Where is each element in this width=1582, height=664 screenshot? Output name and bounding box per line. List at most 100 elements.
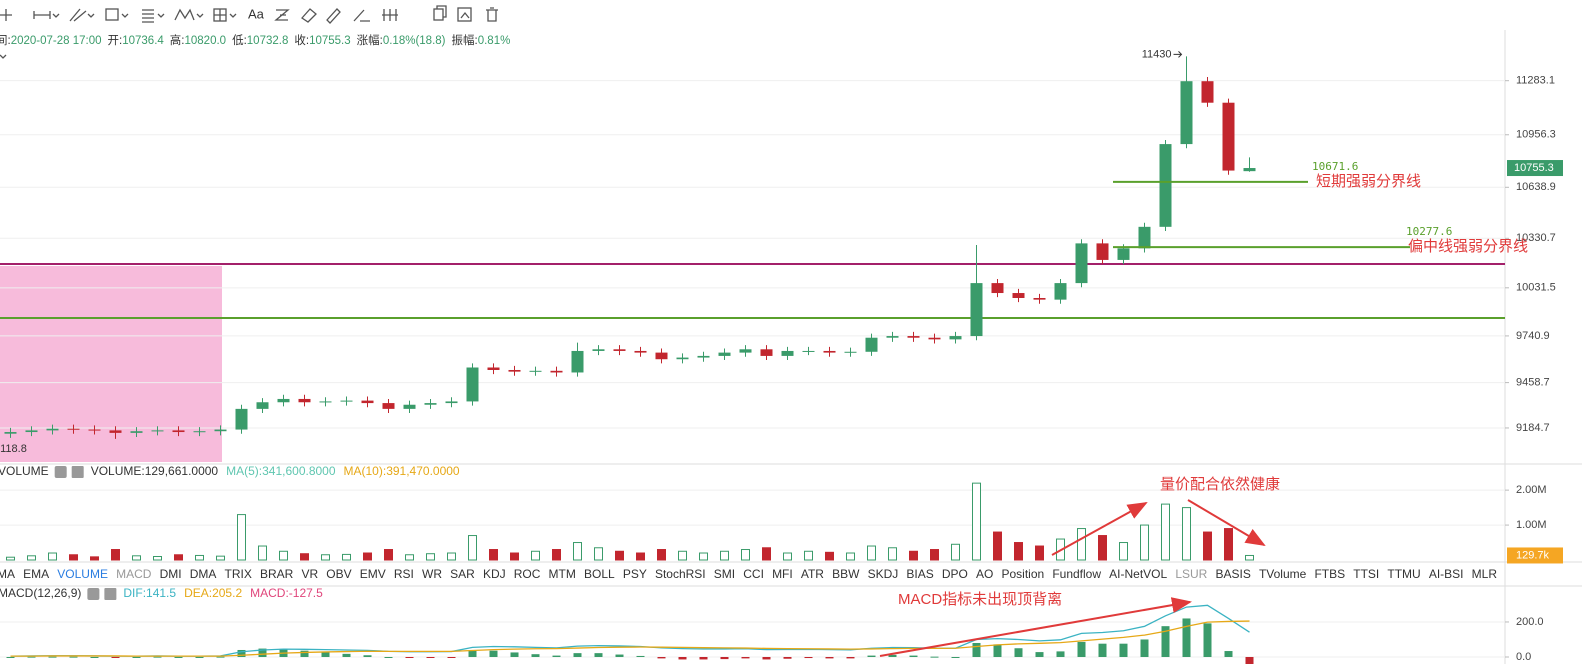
candle-body <box>613 349 626 351</box>
rectangle-tool[interactable] <box>105 8 129 21</box>
candle-body <box>550 370 563 373</box>
indicator-tab[interactable]: BRAR <box>260 567 294 581</box>
candle-body <box>529 370 542 372</box>
indicator-tab[interactable]: LSUR <box>1175 567 1207 581</box>
indicator-tab[interactable]: SMI <box>714 567 735 581</box>
indicator-tab[interactable]: TTSI <box>1353 567 1379 581</box>
indicator-tab[interactable]: TRIX <box>224 567 251 581</box>
candle-body <box>487 367 500 370</box>
settings-icon[interactable] <box>54 466 67 478</box>
indicator-tab[interactable]: MA <box>0 567 15 581</box>
indicator-tab[interactable]: MLR <box>1472 567 1498 581</box>
candle-body <box>88 429 101 431</box>
eraser-tool[interactable] <box>301 8 317 23</box>
indicator-tab[interactable]: BIAS <box>906 567 933 581</box>
volume-bar <box>594 547 603 561</box>
indicator-tab[interactable]: Fundflow <box>1052 567 1101 581</box>
candle-body <box>151 430 164 432</box>
indicator-tab[interactable]: AI-NetVOL <box>1109 567 1167 581</box>
readout: VOLUME:129,661.0000 <box>91 464 219 478</box>
indicator-tab[interactable]: MFI <box>772 567 793 581</box>
text-tool[interactable]: Aa <box>248 6 265 21</box>
volume-pane <box>0 482 1505 561</box>
y-tick-label: 1.00M <box>1516 519 1547 531</box>
horizontal-line-tool[interactable] <box>33 11 60 19</box>
settings-icon[interactable] <box>87 588 100 600</box>
grid-tool[interactable] <box>213 8 237 22</box>
indicator-tab[interactable]: TVolume <box>1259 567 1307 581</box>
indicator-tab[interactable]: MTM <box>549 567 576 581</box>
brush-tool[interactable] <box>353 9 370 22</box>
indicator-tab[interactable]: StochRSI <box>655 567 706 581</box>
readout: MA(5):341,600.8000 <box>226 464 336 478</box>
indicator-tab[interactable]: RSI <box>394 567 414 581</box>
price-pane <box>0 56 1505 439</box>
indicator-tab[interactable]: ROC <box>514 567 541 581</box>
macd-bar <box>384 656 393 658</box>
indicator-tab[interactable]: WR <box>422 567 442 581</box>
indicator-tab[interactable]: FTBS <box>1314 567 1345 581</box>
indicator-tab[interactable]: VOLUME <box>57 567 108 581</box>
close-icon[interactable] <box>71 466 84 478</box>
indicator-tab[interactable]: PSY <box>623 567 647 581</box>
indicator-tab[interactable]: BOLL <box>584 567 615 581</box>
macd-bar <box>552 655 561 657</box>
anchor-tool[interactable] <box>382 9 398 21</box>
crosshair-tool[interactable] <box>0 9 12 21</box>
indicator-tab[interactable]: Position <box>1002 567 1045 581</box>
volume-bar <box>993 531 1002 561</box>
delete-tool[interactable] <box>486 7 498 22</box>
pane-title: VOLUME <box>0 464 49 478</box>
indicator-tab[interactable]: KDJ <box>483 567 506 581</box>
indicator-tab[interactable]: SAR <box>450 567 475 581</box>
indicator-tab[interactable]: CCI <box>743 567 764 581</box>
volume-bar <box>636 552 645 561</box>
volume-bar <box>741 549 750 561</box>
macd-pane <box>0 604 1505 664</box>
indicator-tab[interactable]: AO <box>976 567 993 581</box>
candle-body <box>277 398 290 403</box>
wave-tool[interactable] <box>174 8 204 21</box>
indicator-tab[interactable]: ATR <box>801 567 824 581</box>
level-value: 10277.6 <box>1406 225 1452 238</box>
indicator-tab[interactable]: EMA <box>23 567 49 581</box>
indicator-tab[interactable]: BASIS <box>1215 567 1250 581</box>
copy-tool[interactable] <box>433 5 447 21</box>
volume-bar <box>573 542 582 561</box>
indicator-tab[interactable]: TTMU <box>1387 567 1420 581</box>
close-icon[interactable] <box>104 588 117 600</box>
fib-tool[interactable] <box>142 9 165 23</box>
indicator-tab[interactable]: DMI <box>160 567 182 581</box>
indicator-tab[interactable]: OBV <box>326 567 351 581</box>
ruler-tool[interactable] <box>326 8 341 24</box>
volume-bar <box>237 514 246 561</box>
pattern-tool[interactable] <box>274 9 290 21</box>
info-value: 0.81% <box>478 35 511 47</box>
collapse-caret[interactable] <box>0 54 7 59</box>
volume-bar <box>825 551 834 561</box>
indicator-tab[interactable]: VR <box>301 567 318 581</box>
macd-bar <box>1056 651 1065 657</box>
macd-bar <box>321 652 330 657</box>
candle-body <box>949 336 962 340</box>
volume-bar <box>762 547 771 561</box>
indicator-tab[interactable]: EMV <box>360 567 386 581</box>
indicator-tab[interactable]: DMA <box>190 567 217 581</box>
volume-bar <box>1098 535 1107 561</box>
candle-body <box>1201 81 1214 103</box>
candle-body <box>1243 168 1256 172</box>
volume-bar <box>1203 531 1212 561</box>
y-tick-label: 10638.9 <box>1516 181 1556 193</box>
volume-bar <box>174 554 183 561</box>
trend-line-tool[interactable] <box>69 8 95 22</box>
y-tick-label: 10956.3 <box>1516 129 1556 141</box>
indicator-tab[interactable]: MACD <box>116 567 152 581</box>
candle-body <box>340 400 353 402</box>
indicator-tab[interactable]: SKDJ <box>868 567 899 581</box>
screenshot-tool[interactable] <box>457 7 472 22</box>
indicator-tab[interactable]: DPO <box>942 567 968 581</box>
indicator-tab[interactable]: BBW <box>832 567 860 581</box>
high-arrow <box>1173 51 1183 58</box>
volume-bar <box>90 556 99 561</box>
indicator-tab[interactable]: AI-BSI <box>1429 567 1464 581</box>
